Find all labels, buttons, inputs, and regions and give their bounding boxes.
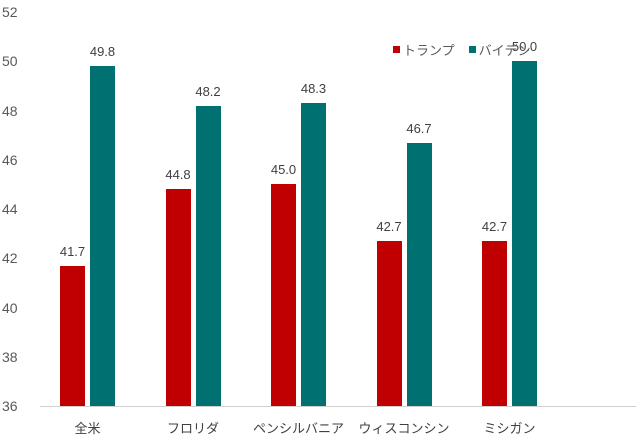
bar-value-label: 46.7: [406, 120, 432, 136]
y-tick-label: 50: [2, 53, 18, 70]
bar-trump: [165, 189, 191, 406]
y-tick-label: 40: [2, 299, 18, 316]
bar-trump: [271, 184, 296, 406]
bar-value-label: 50.0: [511, 39, 538, 55]
bar-biden: [406, 142, 432, 406]
bar-value-label: 41.7: [59, 243, 86, 259]
y-tick-label: 48: [2, 102, 18, 119]
category-label: フロリダ: [166, 421, 219, 436]
y-tick-label: 42: [2, 250, 18, 267]
legend-swatch-biden: [468, 46, 476, 53]
legend-label-biden: バイデン: [478, 43, 531, 58]
bar-trump: [60, 265, 85, 406]
bar-value-label: 45.0: [270, 162, 297, 178]
category-label: ミシガン: [483, 421, 536, 436]
y-tick-label: 44: [2, 201, 18, 217]
legend-item-biden: バイデン: [468, 40, 531, 59]
bar-value-label: 42.7: [481, 219, 508, 234]
category-label: ペンシルバニア: [252, 421, 344, 436]
legend: トランプ バイデン: [393, 40, 545, 59]
category-label: 全米: [74, 421, 101, 436]
bar-value-label: 42.7: [376, 219, 402, 234]
bar-biden: [512, 61, 537, 406]
bar-value-label: 44.8: [165, 167, 191, 183]
x-axis-line: [40, 406, 636, 407]
bar-trump: [376, 241, 402, 406]
legend-item-trump: トランプ: [393, 40, 455, 59]
bar-value-label: 48.3: [300, 81, 327, 97]
bar-value-label: 48.2: [195, 83, 221, 99]
y-tick-label: 38: [2, 348, 18, 365]
legend-swatch-trump: [393, 46, 400, 53]
bar-biden: [90, 66, 115, 406]
bar-biden: [301, 103, 326, 406]
y-tick-label: 46: [2, 151, 18, 168]
y-tick-label: 52: [2, 4, 18, 20]
bar-biden: [195, 105, 221, 406]
bar-value-label: 49.8: [89, 44, 116, 60]
category-label: ウィスコンシン: [358, 421, 450, 436]
legend-label-trump: トランプ: [403, 43, 455, 58]
y-tick-label: 36: [2, 398, 18, 414]
bar-trump: [482, 241, 507, 406]
